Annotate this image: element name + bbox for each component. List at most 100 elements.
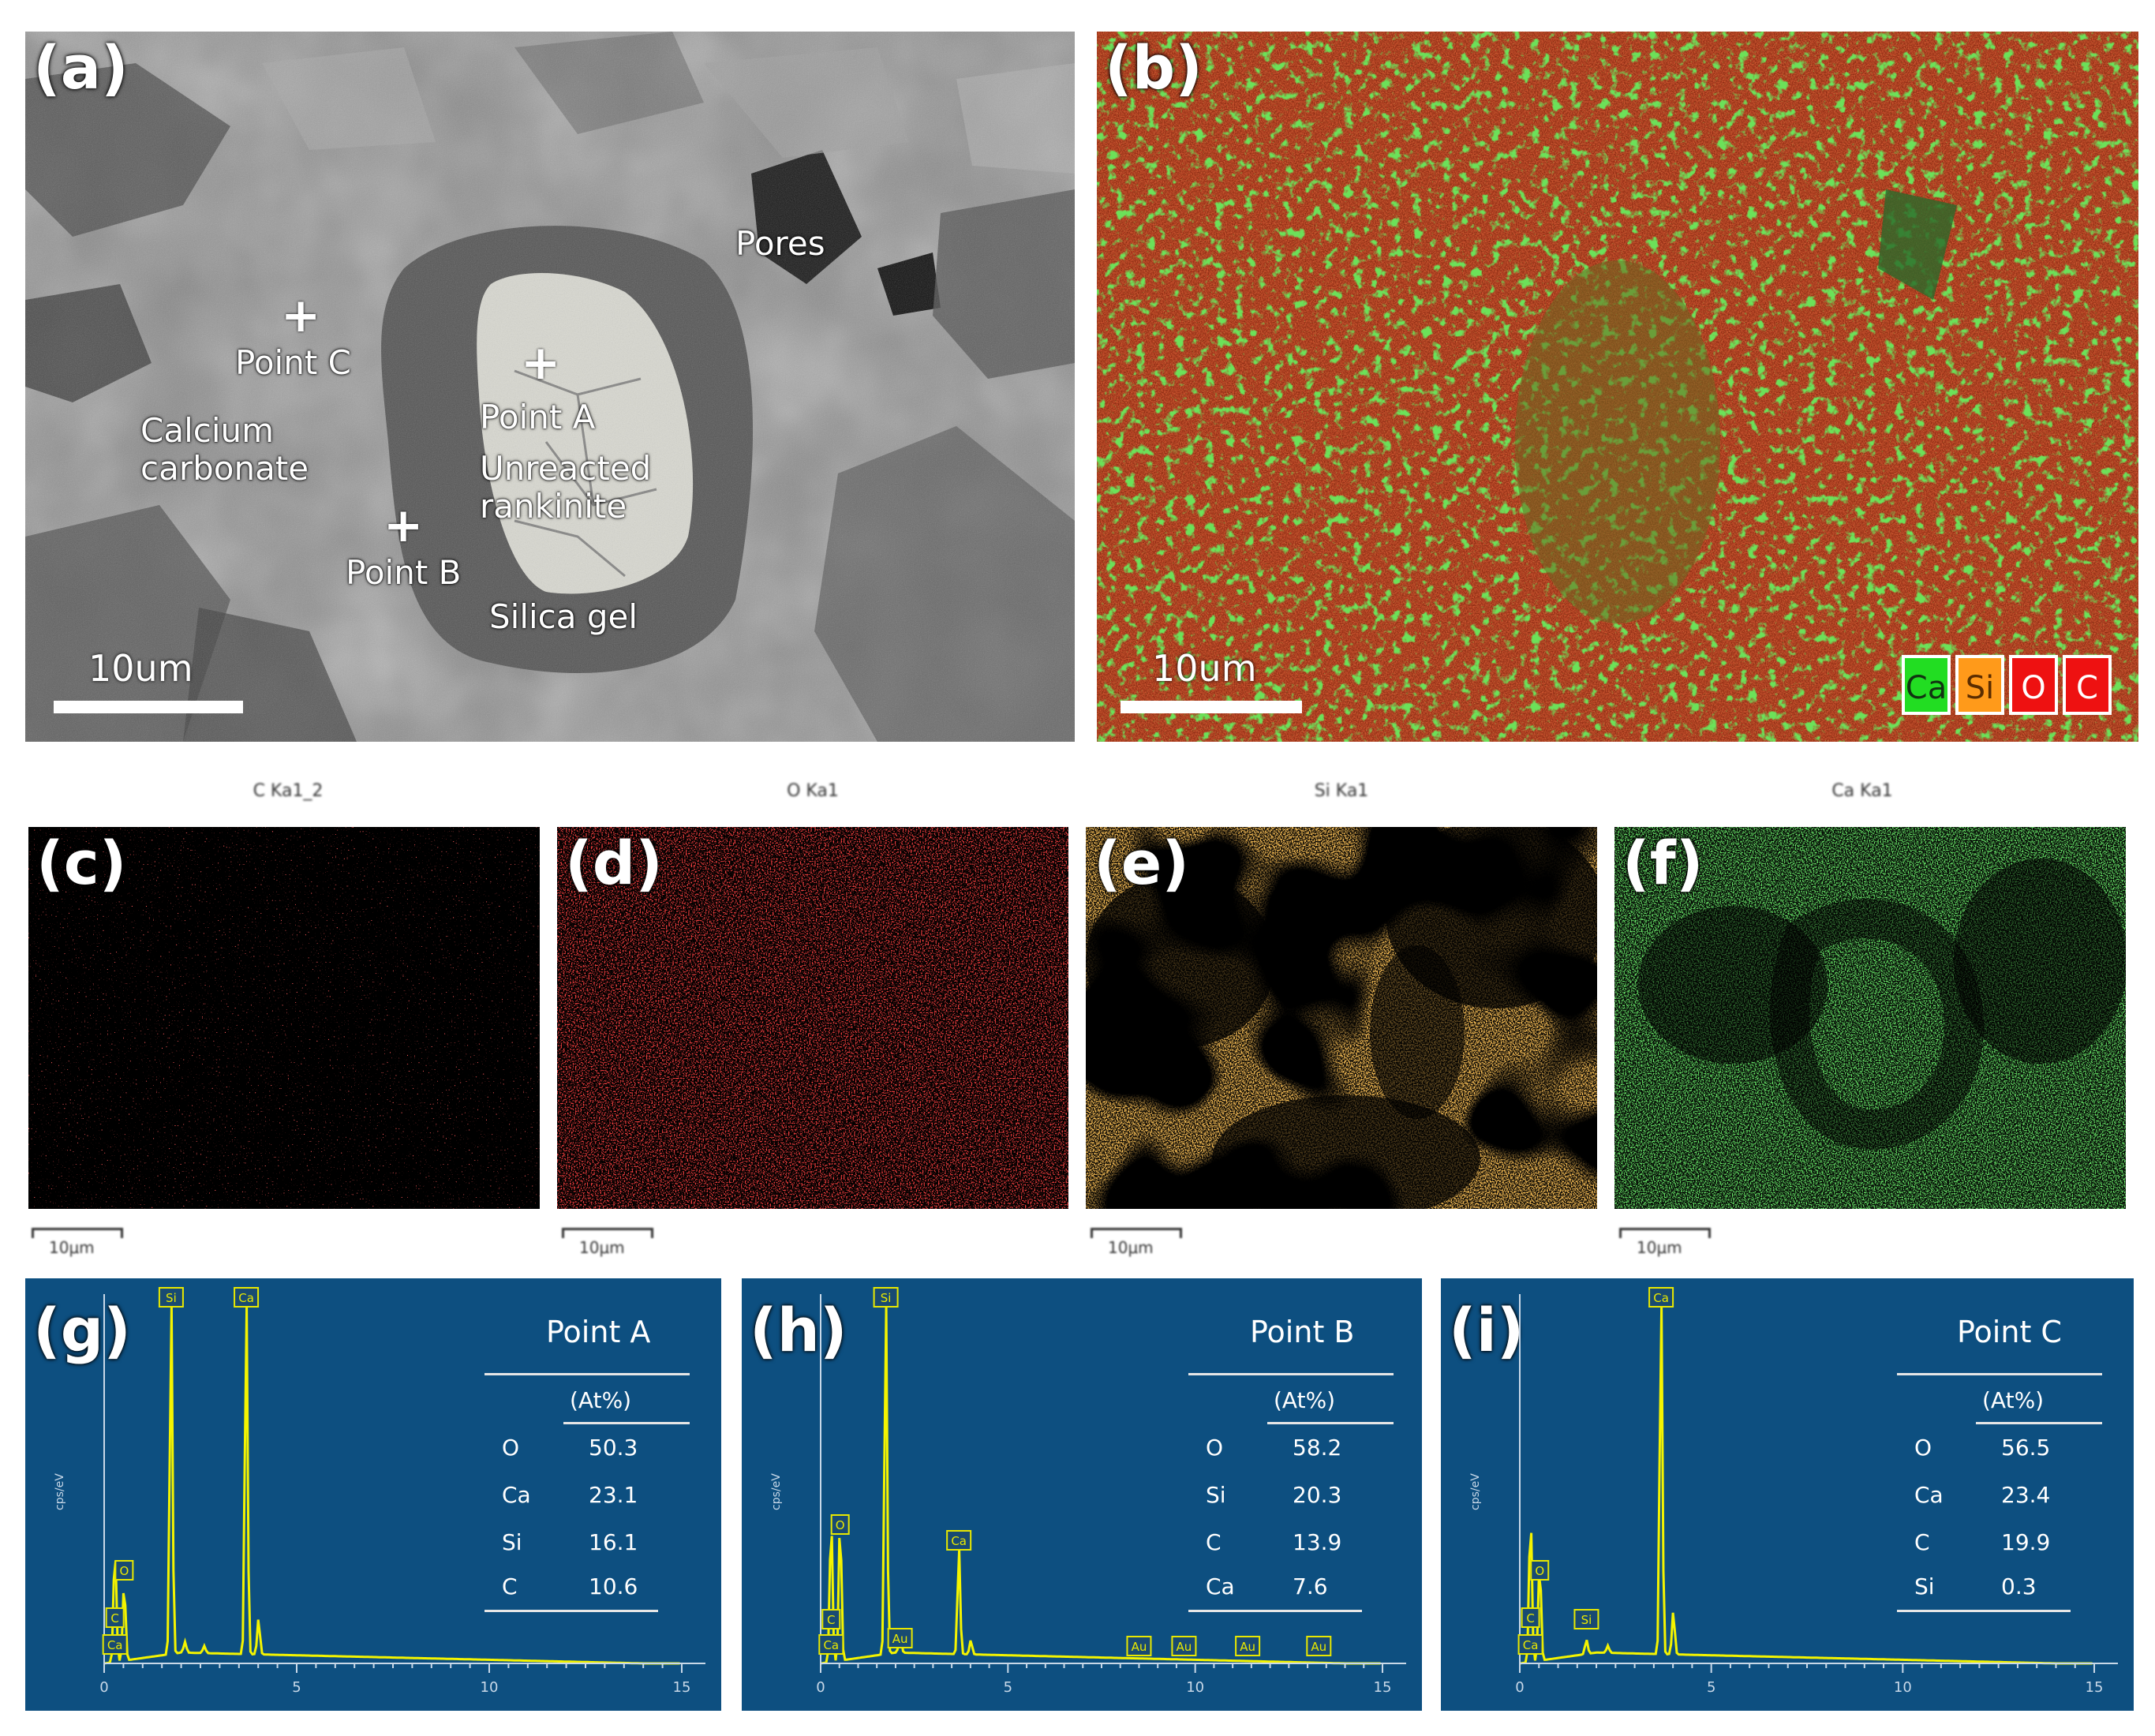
table-top-rule <box>1188 1373 1394 1375</box>
peak-label: Ca <box>818 1634 844 1655</box>
table-row-element: Ca <box>1206 1573 1235 1599</box>
x-tick-label: 15 <box>673 1679 691 1696</box>
table-header: (At%) <box>570 1387 632 1413</box>
table-row-element: C <box>1206 1529 1222 1555</box>
table-row-value: 16.1 <box>589 1529 638 1555</box>
sem-image-panel: (a) + Point C + Point A Unreacted rankin… <box>25 32 1075 742</box>
table-row-value: 58.2 <box>1293 1435 1342 1461</box>
point-c-marker: + <box>281 288 321 343</box>
table-row-element: Ca <box>502 1482 531 1508</box>
svg-text:Au: Au <box>1240 1640 1255 1654</box>
table-row-value: 50.3 <box>589 1435 638 1461</box>
point-b-marker: + <box>383 498 424 553</box>
table-row-value: 19.9 <box>2001 1529 2051 1555</box>
svg-text:Au: Au <box>1132 1640 1147 1654</box>
peak-label: O <box>830 1514 850 1535</box>
svg-text:Au: Au <box>1177 1640 1192 1654</box>
peak-label: Au <box>1235 1636 1261 1656</box>
map-scale-d: 10μm <box>562 1228 653 1257</box>
x-tick-label: 15 <box>1374 1679 1392 1696</box>
table-row-value: 7.6 <box>1293 1573 1328 1599</box>
table-header: (At%) <box>1274 1387 1336 1413</box>
peak-label: Si <box>873 1287 899 1308</box>
point-a-label: Point A <box>480 398 596 436</box>
peak-label: O <box>1530 1560 1550 1581</box>
panel-c-label: (c) <box>36 828 127 898</box>
table-top-rule <box>485 1373 690 1375</box>
x-tick-label: 0 <box>1515 1679 1524 1696</box>
map-scale-d-label: 10μm <box>579 1238 625 1257</box>
peak-label: C <box>1521 1607 1540 1628</box>
table-row-value: 13.9 <box>1293 1529 1342 1555</box>
table-row-value: 23.1 <box>589 1482 638 1508</box>
svg-text:O: O <box>119 1564 129 1578</box>
table-row-element: O <box>502 1435 520 1461</box>
x-tick-label: 0 <box>816 1679 825 1696</box>
legend-ca: Ca <box>1902 655 1951 715</box>
peak-label: Si <box>1573 1609 1599 1629</box>
x-tick-label: 5 <box>1004 1679 1012 1696</box>
svg-text:C: C <box>110 1611 118 1626</box>
panel-b-label: (b) <box>1105 32 1203 103</box>
peak-label: Ca <box>1517 1634 1543 1655</box>
peak-label: O <box>114 1560 134 1581</box>
svg-text:Au: Au <box>1311 1640 1326 1654</box>
table-bottom-rule <box>1188 1610 1362 1612</box>
peak-label: Ca <box>234 1287 260 1308</box>
eds-spectrum-point-b: (h) 0 5 10 15 cps/eV Si O Ca C Ca Au Au Au Au Au Point… <box>742 1278 1422 1711</box>
spectrum-title-b: Point B <box>1250 1315 1355 1349</box>
pores-label: Pores <box>735 224 825 263</box>
x-tick-label: 10 <box>1894 1679 1912 1696</box>
eds-overlay-panel: (b) 10um Ca Si O C <box>1097 32 2138 742</box>
element-map-e: (e) <box>1086 827 1597 1209</box>
table-bottom-rule <box>1897 1610 2071 1612</box>
spectrum-trace <box>103 1307 680 1665</box>
table-row-element: C <box>1914 1529 1930 1555</box>
legend-o: O <box>2009 655 2058 715</box>
table-header-rule <box>1976 1422 2102 1424</box>
svg-text:O: O <box>836 1518 845 1532</box>
peak-label: Au <box>1171 1636 1197 1656</box>
element-color-legend: Ca Si O C <box>1902 655 2112 715</box>
svg-text:C: C <box>1526 1611 1534 1626</box>
table-header-rule <box>1267 1422 1394 1424</box>
calcium-carbonate-label: Calcium carbonate <box>140 411 309 488</box>
table-row-value: 10.6 <box>589 1573 638 1599</box>
peak-label: C <box>105 1607 125 1628</box>
spectrum-trace <box>1519 1307 2093 1665</box>
element-map-c: (c) <box>28 827 540 1209</box>
legend-si: Si <box>1955 655 2004 715</box>
spectrum-title-a: Point A <box>546 1315 651 1349</box>
unreacted-rankinite-label: Unreacted rankinite <box>480 449 652 526</box>
point-b-label: Point B <box>346 553 462 592</box>
svg-text:Si: Si <box>1581 1613 1592 1627</box>
table-row-element: Si <box>502 1529 522 1555</box>
svg-text:Ca: Ca <box>107 1638 123 1652</box>
eds-spectrum-point-c: (i) 0 5 10 15 cps/eV Ca O C Si Ca Point C (At%) O… <box>1441 1278 2134 1711</box>
table-row-element: Si <box>1206 1482 1226 1508</box>
map-title-f: Ca Ka1 <box>1831 781 1893 801</box>
table-row-value: 56.5 <box>2001 1435 2051 1461</box>
map-scale-c-label: 10μm <box>49 1238 95 1257</box>
scale-bar-label: 10um <box>1152 647 1257 690</box>
svg-text:Ca: Ca <box>1653 1291 1669 1305</box>
map-scale-f-label: 10μm <box>1637 1238 1682 1257</box>
table-bottom-rule <box>485 1610 658 1612</box>
map-scale-c: 10μm <box>32 1228 123 1257</box>
panel-f-label: (f) <box>1622 828 1704 898</box>
map-scale-e-label: 10μm <box>1108 1238 1154 1257</box>
table-row-element: Ca <box>1914 1482 1944 1508</box>
panel-g-label: (g) <box>33 1295 131 1365</box>
map-scale-f: 10μm <box>1619 1228 1711 1257</box>
svg-text:Ca: Ca <box>238 1291 254 1305</box>
svg-text:C: C <box>827 1613 835 1627</box>
silica-gel-label: Silica gel <box>489 597 638 636</box>
x-tick-label: 0 <box>99 1679 108 1696</box>
scale-bar-label: 10um <box>88 647 193 690</box>
sem-texture <box>25 32 1075 742</box>
peak-label: Ca <box>1648 1287 1674 1308</box>
scale-bar <box>54 701 243 713</box>
x-tick-label: 10 <box>1186 1679 1204 1696</box>
panel-a-label: (a) <box>33 32 129 103</box>
table-header: (At%) <box>1982 1387 2045 1413</box>
